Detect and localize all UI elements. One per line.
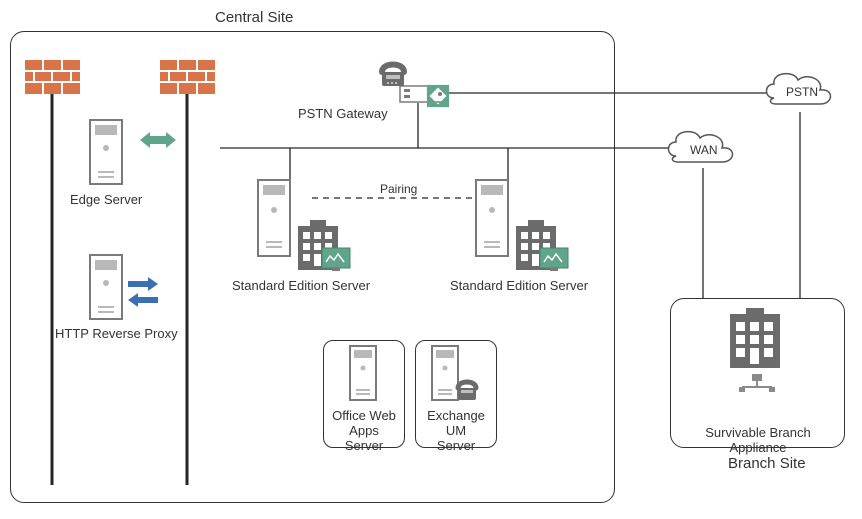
se-left-label: Standard Edition Server <box>232 278 370 293</box>
bidirectional-arrow-icon <box>140 132 176 148</box>
owa-server-icon <box>350 346 376 400</box>
owa-label: Office Web Apps Server <box>332 408 396 453</box>
edge-server-icon <box>90 120 122 184</box>
pairing-label: Pairing <box>380 182 417 196</box>
exchange-arrows-icon <box>128 277 158 307</box>
se-right-label: Standard Edition Server <box>450 278 588 293</box>
pstn-gateway-icon <box>382 65 448 107</box>
branch-appliance-label: Survivable Branch Appliance <box>676 425 840 455</box>
reverse-proxy-label: HTTP Reverse Proxy <box>55 326 178 341</box>
firewall-right <box>160 60 215 485</box>
pstn-gateway-label: PSTN Gateway <box>298 106 388 121</box>
se-server-right-icon <box>476 180 568 271</box>
branch-appliance-icon <box>730 308 780 392</box>
pstn-cloud-label: PSTN <box>786 85 818 99</box>
eum-server-icon <box>432 346 476 400</box>
wan-cloud-label: WAN <box>690 143 718 157</box>
firewall-left <box>25 60 80 485</box>
reverse-proxy-icon <box>90 255 122 319</box>
se-server-left-icon <box>258 180 350 271</box>
eum-label: Exchange UM Server <box>420 408 492 453</box>
edge-server-label: Edge Server <box>70 192 142 207</box>
